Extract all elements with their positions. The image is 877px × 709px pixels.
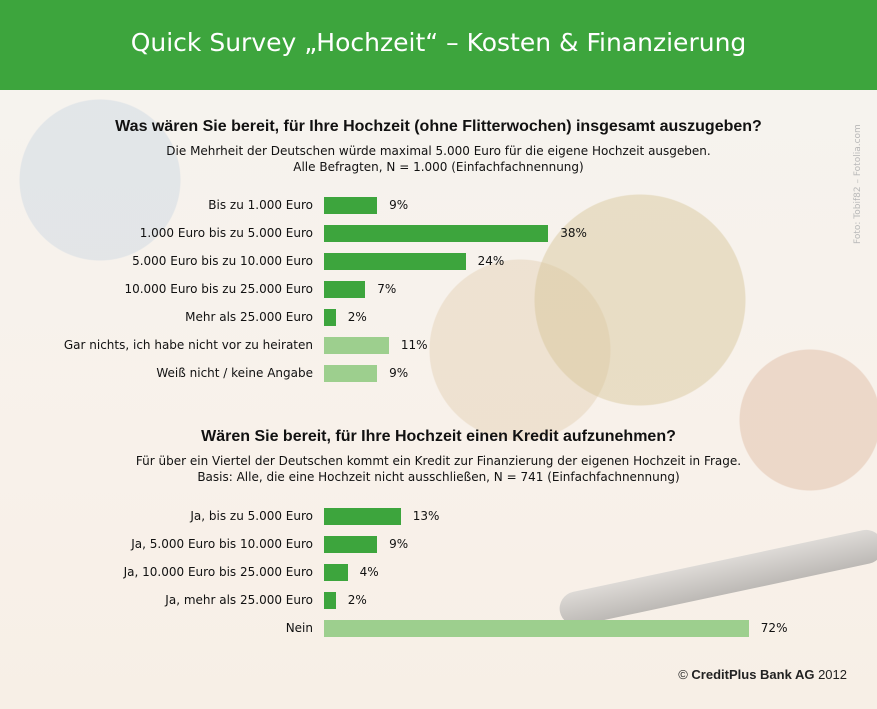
bar <box>324 197 378 214</box>
bar <box>324 253 466 270</box>
bar-value-label: 2% <box>347 310 367 324</box>
bar-category-label: Ja, mehr als 25.000 Euro <box>165 593 313 607</box>
bar-row: 1.000 Euro bis zu 5.000 Euro 38% <box>0 224 877 244</box>
bar-category-label: 5.000 Euro bis zu 10.000 Euro <box>132 254 313 268</box>
bar-row: Ja, mehr als 25.000 Euro 2% <box>0 591 877 611</box>
bar-category-label: Bis zu 1.000 Euro <box>208 198 313 212</box>
bar-value-label: 11% <box>400 338 428 352</box>
bar-row: Bis zu 1.000 Euro 9% <box>0 196 877 216</box>
bar-category-label: Ja, bis zu 5.000 Euro <box>190 509 313 523</box>
bar-value-label: 13% <box>412 509 440 523</box>
bar <box>324 620 749 637</box>
chart-1-title: Was wären Sie bereit, für Ihre Hochzeit … <box>115 118 762 135</box>
bar-value-label: 2% <box>347 593 367 607</box>
bar-value-label: 38% <box>560 226 587 240</box>
page-title: Quick Survey „Hochzeit“ – Kosten & Finan… <box>130 28 747 57</box>
copyright-prefix: © <box>678 667 692 682</box>
bar-row: 5.000 Euro bis zu 10.000 Euro 24% <box>0 252 877 272</box>
bar-row: Nein 72% <box>0 619 877 639</box>
bar-row: Gar nichts, ich habe nicht vor zu heirat… <box>0 336 877 356</box>
background-photo <box>0 90 877 709</box>
bar <box>324 564 348 581</box>
bar-category-label: Weiß nicht / keine Angabe <box>156 366 313 380</box>
bar-row: Mehr als 25.000 Euro 2% <box>0 308 877 328</box>
bar <box>324 225 549 242</box>
bar <box>324 508 401 525</box>
copyright-year: 2012 <box>814 667 847 682</box>
bar <box>324 536 378 553</box>
header-bar: Quick Survey „Hochzeit“ – Kosten & Finan… <box>0 0 877 90</box>
bar-category-label: 10.000 Euro bis zu 25.000 Euro <box>124 282 313 296</box>
bar-category-label: Mehr als 25.000 Euro <box>185 310 313 324</box>
bar-category-label: Ja, 5.000 Euro bis 10.000 Euro <box>131 537 313 551</box>
bar-category-label: 1.000 Euro bis zu 5.000 Euro <box>139 226 313 240</box>
bar-row: Weiß nicht / keine Angabe 9% <box>0 364 877 384</box>
chart-1-basis: Alle Befragten, N = 1.000 (Einfachfachne… <box>293 160 584 174</box>
bar-row: Ja, 5.000 Euro bis 10.000 Euro 9% <box>0 535 877 555</box>
bar <box>324 592 336 609</box>
bar-value-label: 9% <box>389 366 409 380</box>
bar-value-label: 24% <box>477 254 505 268</box>
bar <box>324 281 366 298</box>
bar-category-label: Ja, 10.000 Euro bis 25.000 Euro <box>123 565 313 579</box>
bar-row: 10.000 Euro bis zu 25.000 Euro 7% <box>0 280 877 300</box>
bar-value-label: 7% <box>377 282 397 296</box>
bar-category-label: Nein <box>285 621 313 635</box>
chart-2-title: Wären Sie bereit, für Ihre Hochzeit eine… <box>201 428 676 445</box>
chart-1-subtitle: Die Mehrheit der Deutschen würde maximal… <box>166 144 711 158</box>
bar <box>324 365 378 382</box>
chart-2-subtitle: Für über ein Viertel der Deutschen kommt… <box>135 454 742 468</box>
bar <box>324 309 336 326</box>
copyright-brand: CreditPlus Bank AG <box>691 667 815 682</box>
bar-value-label: 72% <box>760 621 788 635</box>
bar-value-label: 9% <box>389 198 409 212</box>
bar <box>324 337 389 354</box>
copyright: © CreditPlus Bank AG 2012 <box>678 667 847 682</box>
bar-value-label: 4% <box>359 565 379 579</box>
bar-category-label: Gar nichts, ich habe nicht vor zu heirat… <box>63 338 313 352</box>
bar-row: Ja, 10.000 Euro bis 25.000 Euro 4% <box>0 563 877 583</box>
chart-2-basis: Basis: Alle, die eine Hochzeit nicht aus… <box>197 470 680 484</box>
bar-value-label: 9% <box>389 537 409 551</box>
bar-row: Ja, bis zu 5.000 Euro 13% <box>0 507 877 527</box>
